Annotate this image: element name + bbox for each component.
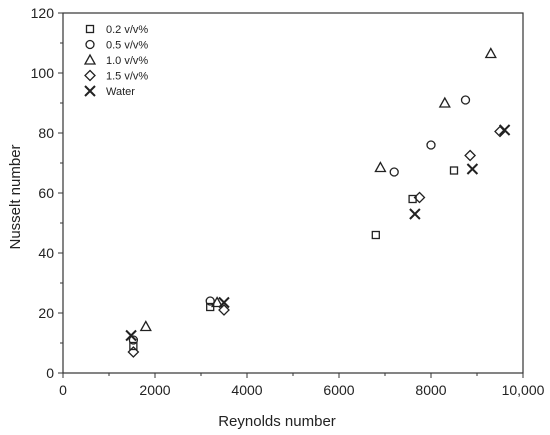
x-axis-title: Reynolds number: [218, 413, 336, 430]
data-point-x: [218, 296, 230, 309]
x-tick-label: 0: [59, 382, 67, 398]
data-point-circle: [128, 335, 139, 345]
x-tick-label: 4000: [231, 382, 262, 398]
data-point-circle: [426, 140, 436, 150]
y-tick-label: 80: [38, 125, 54, 141]
y-tick-label: 20: [38, 305, 54, 321]
data-point-circle: [205, 296, 215, 306]
legend-label: 1.5 v/v%: [106, 71, 148, 83]
data-point-circle: [460, 95, 471, 105]
data-point-diamond: [127, 346, 140, 358]
data-point-diamond: [464, 149, 477, 162]
data-point-circle: [389, 167, 399, 177]
y-tick-label: 100: [31, 65, 55, 81]
legend: 0.2 v/v% 0.5 v/v% 1.0 v/v% 1.5 v/v% Water: [83, 24, 148, 98]
legend-label: 1.0 v/v%: [106, 55, 148, 67]
x-tick-label: 6000: [323, 382, 354, 398]
data-point-diamond: [413, 191, 426, 204]
x-tick-label: 2000: [139, 382, 170, 398]
legend-marker-triangle: [83, 53, 97, 65]
data-point-square: [449, 166, 459, 175]
plot-axes: [62, 12, 524, 374]
y-tick-label: 120: [31, 5, 55, 21]
legend-marker-diamond: [84, 69, 96, 82]
y-tick-label: 0: [46, 365, 54, 381]
legend-label: 0.5 v/v%: [106, 40, 148, 52]
x-tick-label: 10,000: [502, 382, 545, 398]
y-axis-title: Nusselt number: [7, 144, 24, 249]
data-point-triangle: [484, 47, 497, 59]
data-point-diamond: [218, 304, 230, 316]
data-point-x: [498, 124, 511, 136]
data-point-x: [125, 329, 137, 342]
legend-marker-square: [85, 24, 95, 34]
data-point-square: [371, 230, 380, 240]
data-point-triangle: [139, 320, 152, 332]
x-tick-label: 8000: [415, 382, 446, 398]
legend-marker-circle: [85, 39, 95, 50]
y-tick-label: 40: [38, 245, 54, 261]
legend-label: 0.2 v/v%: [106, 24, 148, 36]
data-point-triangle: [438, 96, 451, 108]
data-point-x: [466, 163, 479, 175]
data-point-x: [409, 208, 421, 220]
axis-ticks: 0 2000 4000 6000 8000 10,000 0 20 40 60 80 100 120: [31, 5, 545, 398]
data-markers: [125, 47, 511, 358]
legend-marker-x: [84, 85, 96, 97]
data-point-triangle: [210, 296, 224, 308]
data-point-triangle: [374, 161, 387, 173]
y-tick-label: 60: [38, 185, 54, 201]
data-point-square: [129, 341, 138, 351]
plot-frame: [62, 12, 524, 374]
legend-label: Water: [106, 86, 135, 98]
